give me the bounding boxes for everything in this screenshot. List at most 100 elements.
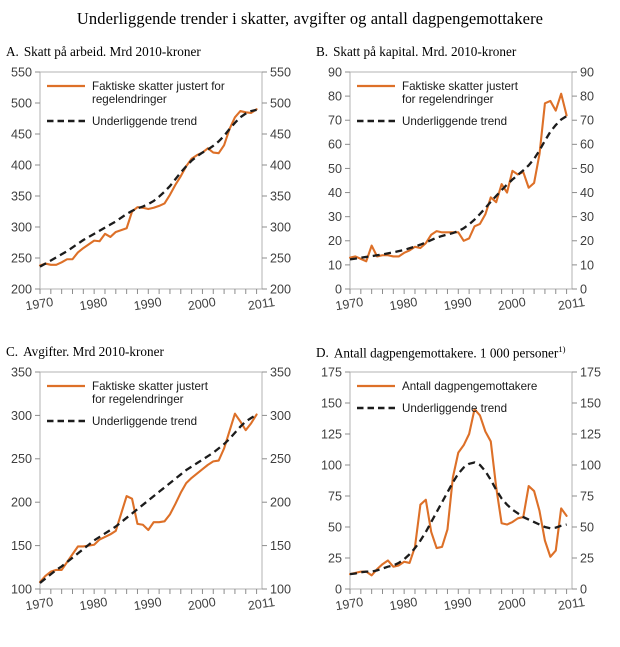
- svg-text:Faktiske skatter justert: Faktiske skatter justert: [402, 80, 519, 93]
- panel-b-plot: 0 0 10 10 20 20 30 30 40 40 50 50 60 60 70 70 80 80 90 90 19…: [310, 62, 620, 329]
- svg-text:90: 90: [328, 65, 342, 79]
- svg-text:Underliggende trend: Underliggende trend: [92, 415, 197, 428]
- svg-text:regelendringer: regelendringer: [92, 93, 167, 106]
- svg-text:250: 250: [270, 251, 291, 265]
- svg-text:10: 10: [328, 258, 342, 272]
- svg-text:1970: 1970: [334, 295, 364, 313]
- panel-c-title: C. Avgifter. Mrd 2010-kroner: [6, 344, 164, 360]
- panel-a: A. Skatt på arbeid. Mrd 2010-kroner 200 20…: [0, 44, 310, 329]
- svg-text:1980: 1980: [389, 295, 419, 313]
- svg-text:1990: 1990: [443, 295, 473, 313]
- panel-d-title: D. Antall dagpengemottakere. 1 000 person…: [316, 344, 565, 361]
- svg-text:2000: 2000: [187, 595, 217, 613]
- svg-text:300: 300: [11, 409, 32, 423]
- svg-text:Underliggende trend: Underliggende trend: [92, 115, 197, 128]
- svg-text:Underliggende trend: Underliggende trend: [402, 402, 507, 415]
- svg-text:75: 75: [580, 489, 594, 503]
- svg-text:2011: 2011: [247, 595, 276, 613]
- svg-text:50: 50: [580, 162, 594, 176]
- svg-text:450: 450: [270, 127, 291, 141]
- svg-text:400: 400: [11, 158, 32, 172]
- svg-text:1980: 1980: [79, 295, 109, 313]
- svg-text:100: 100: [270, 582, 291, 596]
- svg-text:400: 400: [270, 158, 291, 172]
- svg-text:2011: 2011: [247, 295, 276, 313]
- svg-text:10: 10: [580, 258, 594, 272]
- svg-text:2000: 2000: [187, 295, 217, 313]
- panel-a-plot: 200 200 250 250 300 300 350 350 400 400 450 450 500 5…: [0, 62, 310, 329]
- panel-d-plot: 0 0 25 25 50 50 75 75 100 100 125 125 150 150 175 175 19…: [310, 362, 620, 629]
- svg-text:2011: 2011: [557, 595, 586, 613]
- svg-text:30: 30: [580, 210, 594, 224]
- svg-text:0: 0: [335, 582, 342, 596]
- svg-text:300: 300: [11, 220, 32, 234]
- svg-text:1980: 1980: [389, 595, 419, 613]
- panel-c-title-text: Avgifter. Mrd 2010-kroner: [23, 344, 164, 359]
- svg-text:0: 0: [580, 282, 587, 296]
- panel-d-title-footnote: 1): [558, 344, 566, 354]
- svg-text:500: 500: [270, 96, 291, 110]
- panel-d-label: D.: [316, 345, 329, 361]
- panel-b-label: B.: [316, 44, 329, 59]
- panel-c: C. Avgifter. Mrd 2010-kroner 100 100 150 150…: [0, 344, 310, 629]
- svg-text:for regelendringer: for regelendringer: [402, 93, 494, 106]
- svg-text:200: 200: [270, 496, 291, 510]
- svg-text:70: 70: [580, 114, 594, 128]
- svg-text:200: 200: [11, 282, 32, 296]
- svg-text:1970: 1970: [24, 295, 54, 313]
- svg-text:250: 250: [270, 452, 291, 466]
- svg-text:for regelendringer: for regelendringer: [92, 393, 184, 406]
- svg-text:100: 100: [11, 582, 32, 596]
- svg-text:2000: 2000: [497, 595, 527, 613]
- svg-text:50: 50: [328, 162, 342, 176]
- svg-text:550: 550: [270, 65, 291, 79]
- svg-text:2011: 2011: [557, 295, 586, 313]
- svg-text:20: 20: [328, 234, 342, 248]
- svg-text:200: 200: [270, 282, 291, 296]
- svg-text:2000: 2000: [497, 295, 527, 313]
- svg-text:500: 500: [11, 96, 32, 110]
- svg-text:30: 30: [328, 210, 342, 224]
- panel-b-title-text: Skatt på kapital. Mrd. 2010-kroner: [333, 44, 517, 59]
- svg-text:50: 50: [580, 520, 594, 534]
- svg-text:350: 350: [11, 189, 32, 203]
- svg-text:175: 175: [580, 365, 601, 379]
- panel-b-title: B. Skatt på kapital. Mrd. 2010-kroner: [316, 44, 516, 60]
- svg-text:1990: 1990: [443, 595, 473, 613]
- svg-text:25: 25: [580, 551, 594, 565]
- svg-text:20: 20: [580, 234, 594, 248]
- svg-text:350: 350: [11, 365, 32, 379]
- svg-text:90: 90: [580, 65, 594, 79]
- svg-text:150: 150: [270, 539, 291, 553]
- svg-text:150: 150: [321, 396, 342, 410]
- svg-text:350: 350: [270, 189, 291, 203]
- svg-text:Antall dagpengemottakere: Antall dagpengemottakere: [402, 380, 537, 393]
- svg-text:250: 250: [11, 251, 32, 265]
- svg-text:200: 200: [11, 496, 32, 510]
- svg-text:1980: 1980: [79, 595, 109, 613]
- svg-text:75: 75: [328, 489, 342, 503]
- panel-a-title-text: Skatt på arbeid. Mrd 2010-kroner: [23, 44, 201, 59]
- panel-d-title-text: Antall dagpengemottakere. 1 000 personer: [333, 345, 559, 361]
- svg-text:125: 125: [321, 427, 342, 441]
- svg-text:100: 100: [321, 458, 342, 472]
- svg-text:100: 100: [580, 458, 601, 472]
- svg-text:Faktiske skatter justert: Faktiske skatter justert: [92, 380, 209, 393]
- svg-text:450: 450: [11, 127, 32, 141]
- panel-c-plot: 100 100 150 150 200 200 250 250 300 300 350 350 1970…: [0, 362, 310, 629]
- svg-text:125: 125: [580, 427, 601, 441]
- svg-text:40: 40: [580, 186, 594, 200]
- svg-text:80: 80: [328, 90, 342, 104]
- panel-d: D. Antall dagpengemottakere. 1 000 person…: [310, 344, 620, 629]
- svg-text:300: 300: [270, 409, 291, 423]
- svg-text:550: 550: [11, 65, 32, 79]
- svg-text:1970: 1970: [24, 595, 54, 613]
- panel-a-title: A. Skatt på arbeid. Mrd 2010-kroner: [6, 44, 201, 60]
- figure-title: Underliggende trender i skatter, avgifte…: [76, 9, 544, 28]
- panel-a-label: A.: [6, 44, 19, 59]
- svg-text:Faktiske skatter justert for: Faktiske skatter justert for: [92, 80, 225, 93]
- panel-c-label: C.: [6, 344, 19, 359]
- svg-text:150: 150: [580, 396, 601, 410]
